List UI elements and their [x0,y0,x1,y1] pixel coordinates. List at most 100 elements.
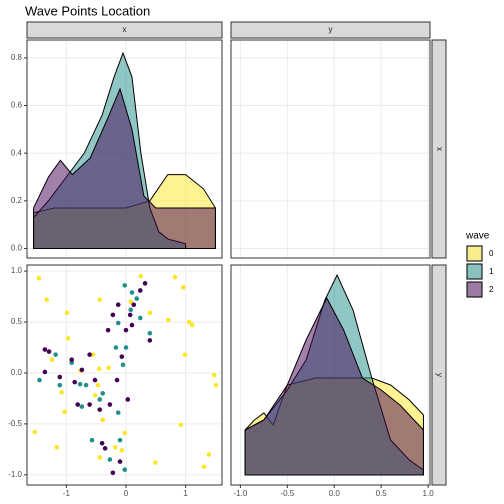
point [69,357,75,363]
point [112,445,118,450]
point [107,457,113,462]
strip [431,264,447,486]
point [113,345,119,350]
point [83,382,89,388]
point [117,437,123,443]
point [37,377,42,383]
point [125,397,131,402]
legend-title: wave [465,231,490,242]
legend-swatch [466,245,483,262]
y-tick-label: 0.2 [11,196,23,205]
point [49,357,55,363]
point [129,290,135,295]
point [147,330,153,336]
point [206,452,212,457]
panel-border [26,39,223,259]
point [178,422,184,428]
point [138,273,144,279]
legend-label: 2 [489,285,494,294]
point [32,429,38,435]
x-tick-label: 0 [124,489,129,498]
strip-label: x [435,147,444,151]
x-tick-label: 1.0 [423,489,435,498]
point [182,352,188,357]
point [122,467,128,473]
point [186,319,192,325]
point [115,302,121,308]
y-tick-label: 0.0 [11,244,23,253]
point [96,366,102,372]
point [147,310,153,316]
point [44,297,49,302]
point [99,440,105,446]
point [119,448,125,453]
point [127,312,133,318]
y-tick-label: 0.4 [11,148,23,157]
point [115,410,121,415]
point [77,381,83,387]
point [107,402,113,407]
point [122,283,128,288]
point [75,402,80,407]
point [152,460,158,465]
strip-label: y [435,373,444,377]
point [128,307,134,313]
point [92,393,98,398]
point [105,327,111,333]
chart-title: Wave Points Location [25,3,150,18]
point [119,354,125,359]
x-tick-label: -1 [63,489,71,498]
point [59,390,64,395]
y-tick-label: 0.5 [11,317,23,326]
point [138,315,143,321]
point [117,459,123,464]
legend-swatch [466,281,483,298]
point [110,470,116,476]
strip [431,39,447,259]
point [97,397,103,402]
legend-label: 0 [489,249,494,258]
point [92,377,98,383]
point [147,338,153,343]
point [42,369,48,375]
point [97,407,103,412]
point [106,365,111,371]
panel [27,265,222,485]
point [87,352,92,357]
point [166,317,171,323]
point [62,409,67,414]
point [201,464,207,469]
point [42,347,48,352]
point [115,320,121,326]
point [100,391,106,396]
panel-border [26,264,223,486]
legend-swatch [466,263,483,280]
point [89,437,95,443]
point [53,352,58,357]
point [110,312,116,318]
point [72,379,78,385]
point [46,349,52,354]
x-tick-label: -0.5 [280,489,294,498]
point [97,455,103,460]
x-tick-label: 1 [183,489,188,498]
point [90,352,96,357]
y-tick-label: -0.5 [8,419,22,428]
point [213,382,219,388]
panel-border [230,264,431,486]
point [122,430,128,436]
point [79,404,85,409]
x-tick-label: 0.5 [376,489,388,498]
point [87,402,92,407]
point [97,297,103,302]
point [123,327,129,333]
point [129,322,135,328]
point [114,377,120,383]
point [189,322,195,328]
point [134,296,140,301]
y-tick-label: 1.0 [11,266,23,275]
point [138,288,143,293]
point [57,374,63,380]
density-area [244,296,424,476]
